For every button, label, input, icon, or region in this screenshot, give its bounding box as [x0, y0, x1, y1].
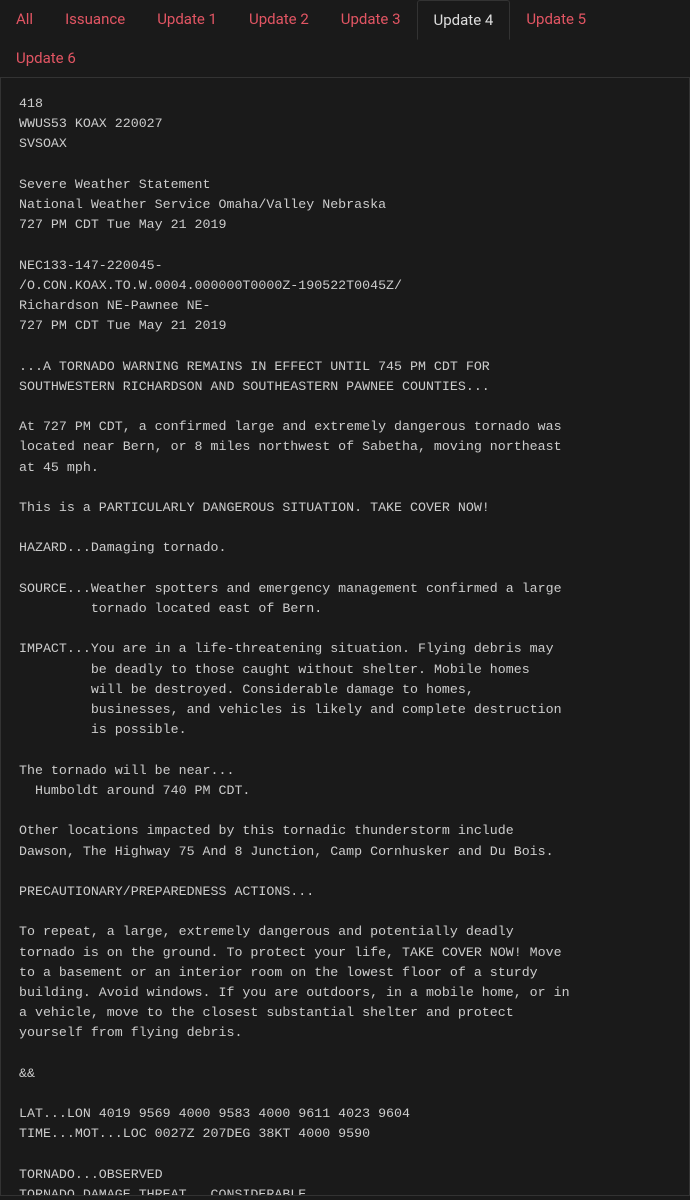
tab-update-1[interactable]: Update 1 — [141, 0, 233, 39]
tab-update-5[interactable]: Update 5 — [510, 0, 602, 39]
tab-all[interactable]: All — [0, 0, 49, 39]
tab-issuance[interactable]: Issuance — [49, 0, 141, 39]
tab-update-4[interactable]: Update 4 — [417, 0, 511, 40]
bulletin-text: 418 WWUS53 KOAX 220027 SVSOAX Severe Wea… — [1, 78, 689, 1196]
tab-update-2[interactable]: Update 2 — [233, 0, 325, 39]
tab-bar: All Issuance Update 1 Update 2 Update 3 … — [0, 0, 690, 78]
tab-update-3[interactable]: Update 3 — [325, 0, 417, 39]
tab-update-6[interactable]: Update 6 — [0, 39, 92, 77]
bulletin-panel: 418 WWUS53 KOAX 220027 SVSOAX Severe Wea… — [0, 78, 690, 1196]
